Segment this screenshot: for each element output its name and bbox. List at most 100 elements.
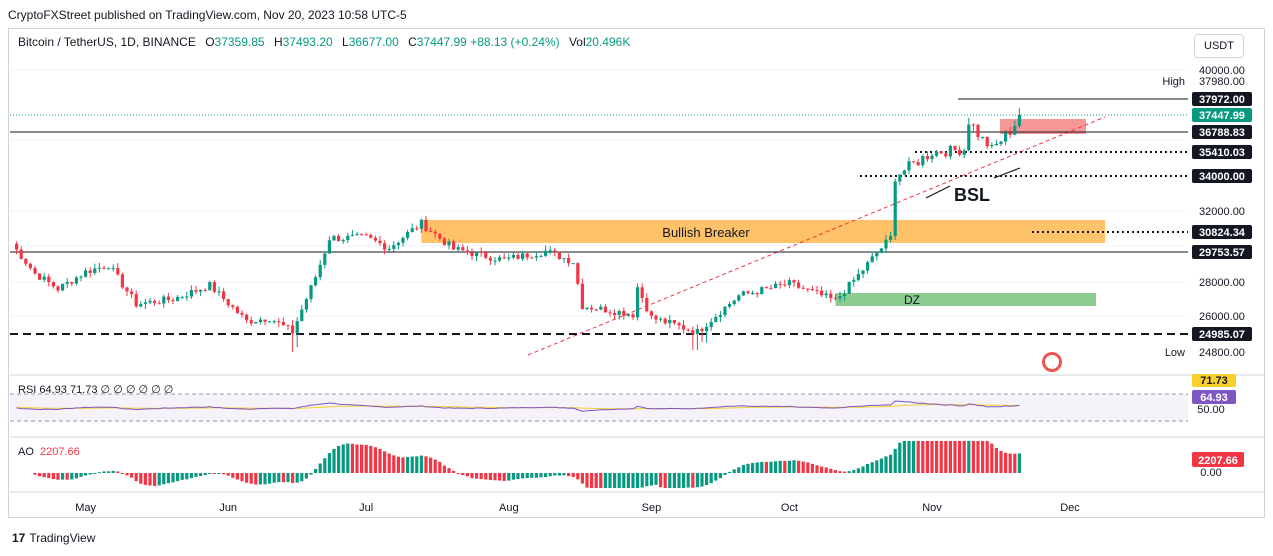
candle-body bbox=[847, 281, 851, 294]
price-level-value: 34000.00 bbox=[1199, 171, 1245, 183]
candle-body bbox=[65, 281, 69, 284]
ao-bar bbox=[534, 473, 538, 478]
ao-bar bbox=[516, 473, 520, 480]
ao-bar bbox=[939, 441, 943, 473]
candle-body bbox=[953, 145, 957, 150]
candle-body bbox=[465, 250, 469, 253]
ao-bar bbox=[176, 473, 180, 482]
candle-body bbox=[84, 270, 88, 277]
ao-bar bbox=[217, 473, 221, 474]
candle-body bbox=[603, 306, 607, 313]
publisher-caption: CryptoFXStreet published on TradingView.… bbox=[8, 8, 407, 22]
ao-bar bbox=[746, 463, 750, 473]
candle-body bbox=[521, 253, 525, 259]
candle-body bbox=[222, 291, 226, 300]
candle-body bbox=[764, 287, 768, 289]
candle-body bbox=[557, 251, 561, 260]
candle-body bbox=[852, 279, 856, 282]
ao-bar bbox=[544, 473, 548, 478]
ao-bar bbox=[125, 473, 129, 476]
ao-bar bbox=[663, 473, 667, 488]
candle-body bbox=[479, 251, 483, 253]
candle-body bbox=[475, 251, 479, 257]
candle-body bbox=[203, 289, 207, 291]
ao-legend-value: 2207.66 bbox=[40, 446, 80, 458]
ao-bar bbox=[783, 460, 787, 473]
ao-bar bbox=[134, 473, 138, 482]
high-label: H bbox=[273, 35, 283, 49]
candle-body bbox=[944, 153, 948, 157]
price-level-tag bbox=[1192, 92, 1252, 106]
ao-bar bbox=[700, 473, 704, 487]
ao-bar bbox=[456, 473, 460, 474]
candle-body bbox=[286, 325, 290, 327]
open-label: O bbox=[205, 35, 215, 49]
ao-bar bbox=[948, 441, 952, 473]
ao-bar bbox=[829, 468, 833, 473]
ao-bar bbox=[1013, 453, 1017, 473]
ao-bar bbox=[488, 473, 492, 481]
ao-bar bbox=[590, 473, 594, 488]
ao-bar bbox=[162, 473, 166, 485]
ao-bar bbox=[120, 473, 124, 474]
ao-bar bbox=[921, 441, 925, 473]
ao-bar bbox=[369, 445, 373, 473]
candle-body bbox=[544, 250, 548, 256]
time-axis-tick: Jun bbox=[219, 502, 237, 514]
rsi-ma-tag bbox=[1192, 374, 1236, 387]
ao-bar bbox=[843, 471, 847, 473]
brand-name: TradingView bbox=[29, 531, 96, 545]
symbol-name[interactable]: Bitcoin / TetherUS, 1D, BINANCE bbox=[18, 35, 196, 49]
price-level-tag bbox=[1192, 225, 1252, 239]
candle-body bbox=[902, 170, 906, 175]
us-flag-icon-inner bbox=[1045, 355, 1059, 369]
ao-bar bbox=[981, 441, 985, 473]
candle-body bbox=[171, 300, 175, 302]
candle-body bbox=[360, 234, 364, 236]
ao-bar bbox=[249, 473, 253, 484]
rsi-axis-tick: 50.00 bbox=[1197, 404, 1225, 416]
candle-body bbox=[760, 287, 764, 295]
ao-bar bbox=[870, 462, 874, 473]
ao-bar bbox=[737, 467, 741, 473]
candle-body bbox=[79, 276, 83, 278]
currency-button[interactable]: USDT bbox=[1194, 34, 1244, 58]
ao-bar bbox=[360, 444, 364, 473]
ao-bar bbox=[309, 473, 313, 475]
ao-bar bbox=[452, 470, 456, 473]
candle-body bbox=[939, 151, 943, 154]
candle-body bbox=[714, 316, 718, 323]
price-level-value: 37447.99 bbox=[1199, 110, 1245, 122]
candle-body bbox=[249, 320, 253, 324]
ao-bar bbox=[272, 473, 276, 483]
candle-body bbox=[870, 256, 874, 263]
candle-body bbox=[746, 291, 750, 294]
ao-bar bbox=[143, 473, 147, 485]
candle-body bbox=[56, 286, 60, 291]
high-value: 37493.20 bbox=[282, 35, 333, 49]
candle-body bbox=[263, 319, 267, 322]
ao-bar bbox=[153, 473, 157, 487]
ao-bar bbox=[557, 473, 561, 476]
ao-bar bbox=[498, 473, 502, 481]
ao-bar bbox=[208, 473, 212, 474]
candle-body bbox=[580, 283, 584, 310]
low-value: 36677.00 bbox=[348, 35, 399, 49]
price-level-tag bbox=[1192, 245, 1252, 259]
volume-value: 20.496K bbox=[585, 35, 631, 49]
candle-body bbox=[571, 263, 575, 265]
ao-bar bbox=[985, 441, 989, 473]
candle-body bbox=[488, 257, 492, 261]
candle-body bbox=[838, 296, 842, 299]
ao-bar bbox=[990, 443, 994, 473]
ao-bar bbox=[861, 466, 865, 473]
ao-bar bbox=[916, 441, 920, 473]
candle-body bbox=[866, 262, 870, 271]
candle-body bbox=[833, 297, 837, 299]
candle-body bbox=[590, 307, 594, 310]
candle-body bbox=[856, 273, 860, 280]
ao-bar bbox=[1017, 453, 1021, 473]
ao-bar bbox=[130, 473, 134, 478]
demand-zone-label: DZ bbox=[904, 293, 920, 307]
